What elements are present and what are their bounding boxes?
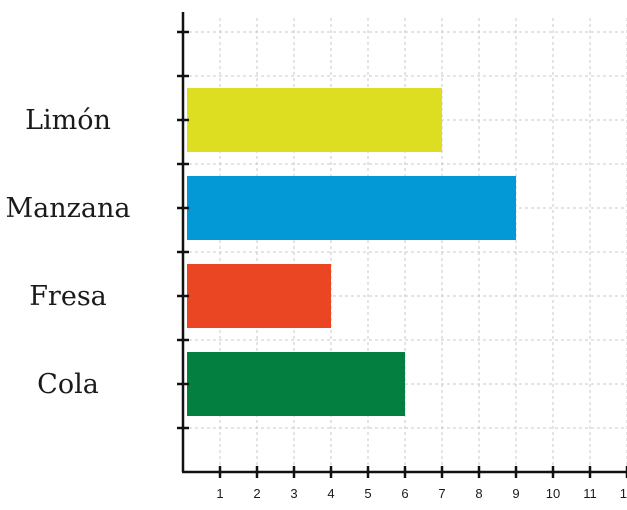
x-tick-label: 5 [364, 486, 371, 501]
bars [187, 88, 516, 416]
x-tick-label: 12 [620, 486, 627, 501]
x-tick-label: 7 [438, 486, 445, 501]
category-label: Manzana [6, 193, 131, 224]
x-tick-label: 2 [253, 486, 260, 501]
axes [177, 12, 627, 478]
category-label: Cola [37, 369, 99, 400]
bar [187, 88, 442, 152]
bar [187, 352, 405, 416]
x-tick-label: 10 [546, 486, 560, 501]
x-tick-label: 3 [290, 486, 297, 501]
x-tick-label: 11 [583, 486, 597, 501]
category-label: Limón [25, 105, 111, 136]
x-tick-label: 1 [216, 486, 223, 501]
bar [187, 264, 331, 328]
x-tick-label: 9 [512, 486, 519, 501]
category-label: Fresa [29, 281, 107, 312]
x-tick-label: 4 [327, 486, 334, 501]
x-tick-label: 8 [475, 486, 482, 501]
x-tick-label: 6 [401, 486, 408, 501]
labels: LimónManzanaFresaCola123456789101112 [6, 105, 627, 501]
bar [187, 176, 516, 240]
